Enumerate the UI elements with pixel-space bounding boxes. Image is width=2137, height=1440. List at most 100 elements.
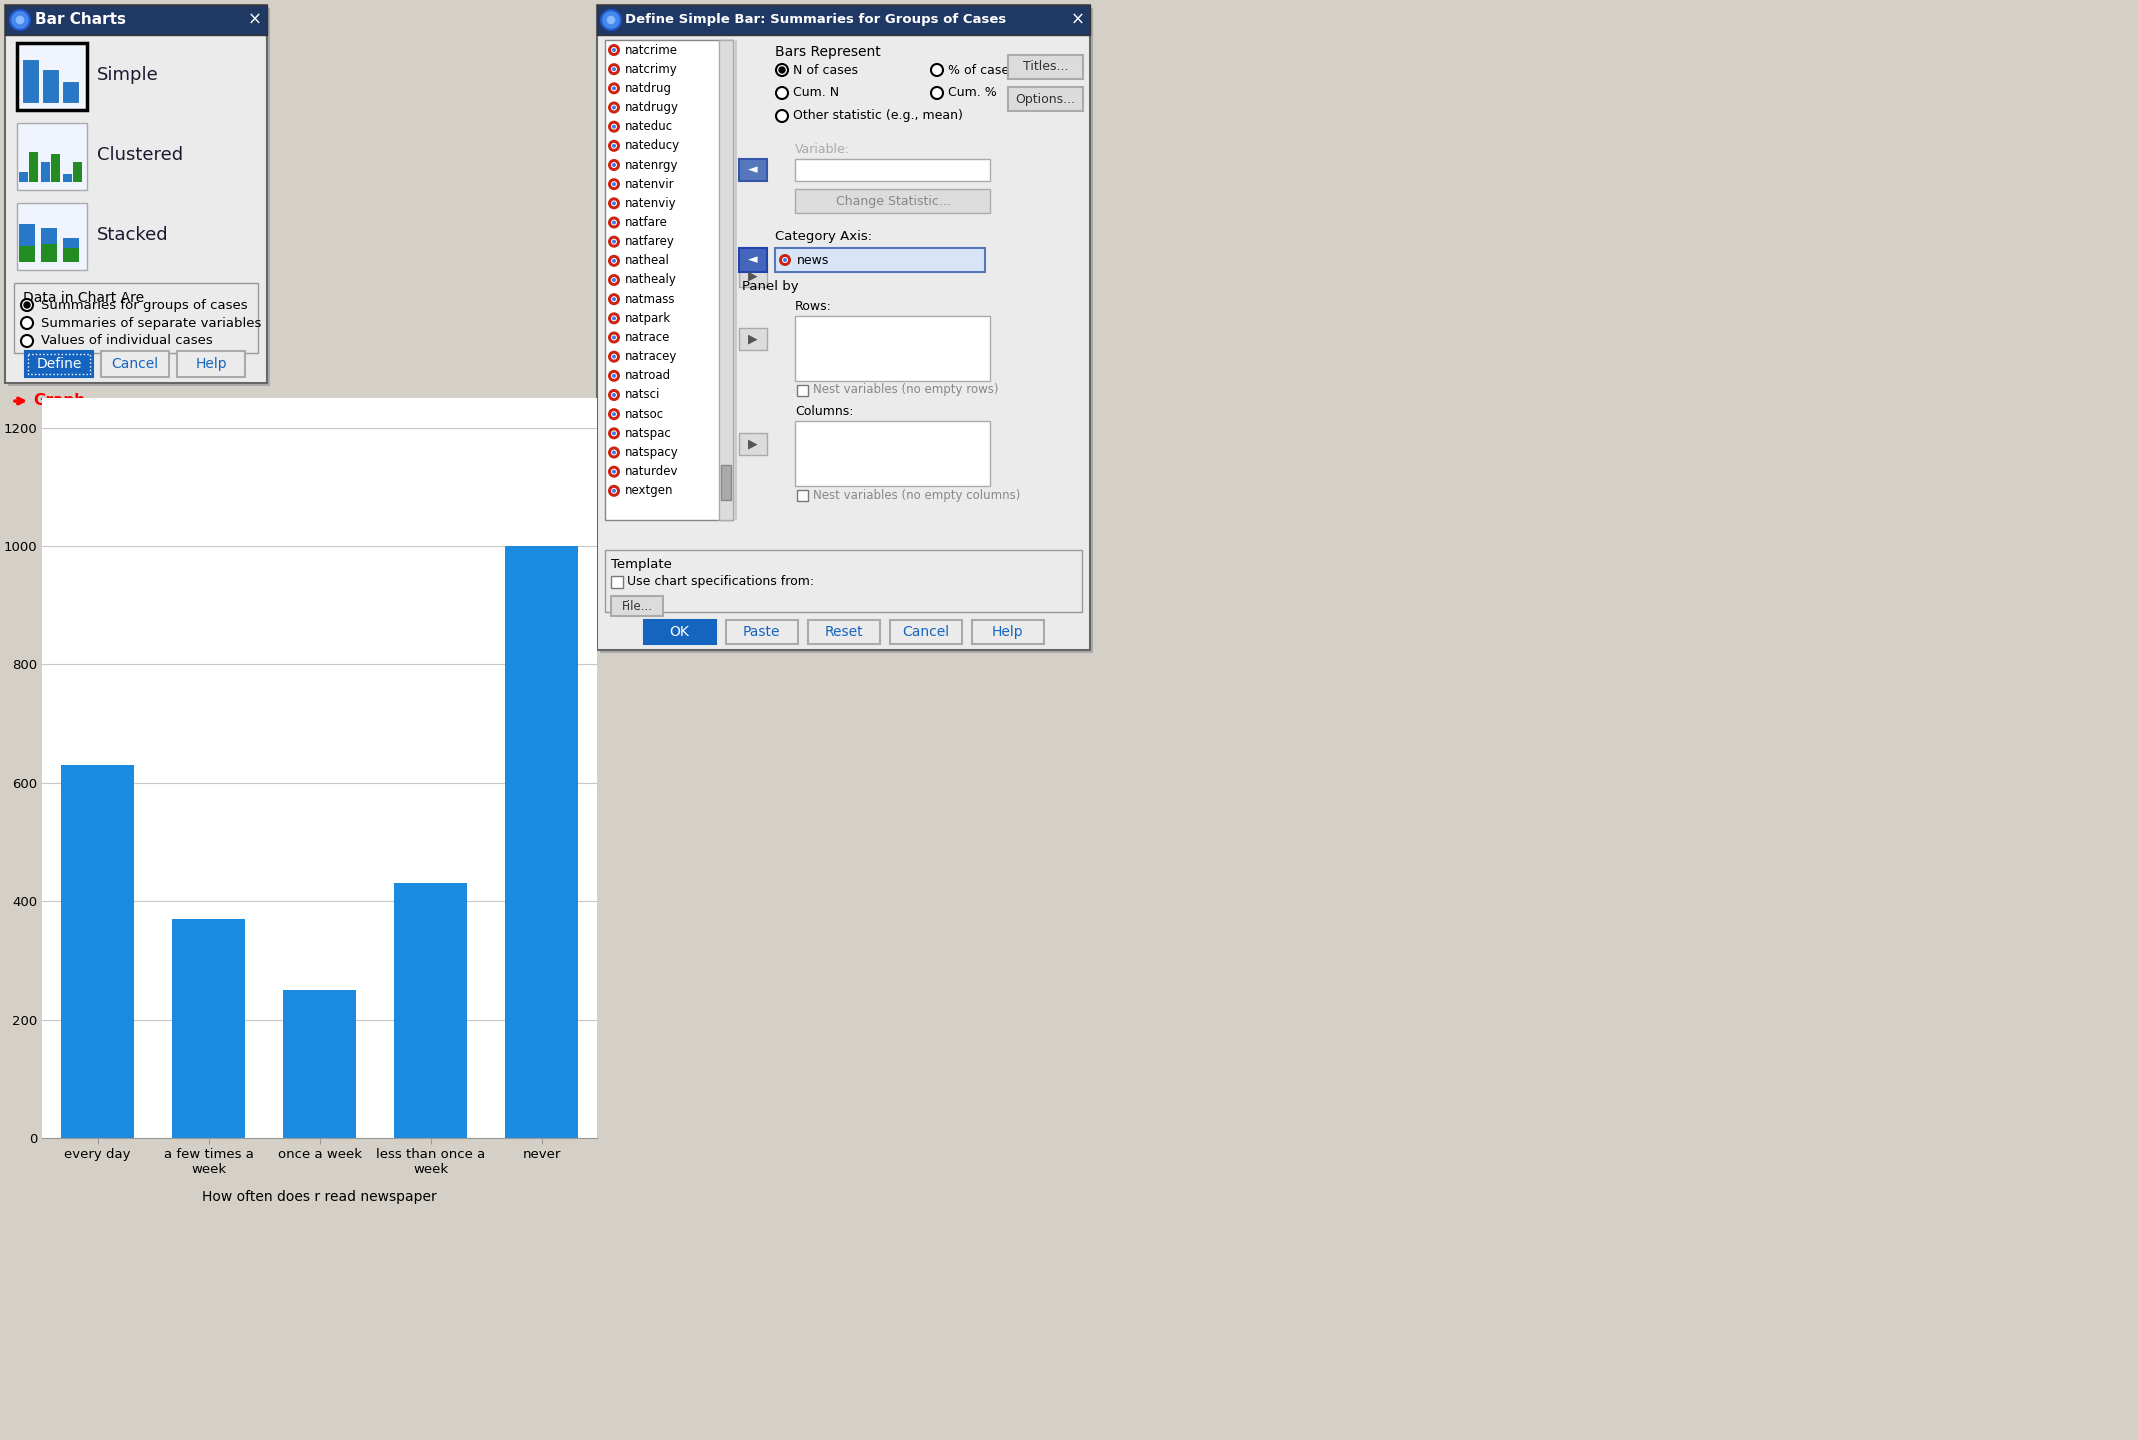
- Text: Options...: Options...: [1015, 92, 1075, 105]
- Text: natdrugy: natdrugy: [624, 101, 680, 114]
- Circle shape: [611, 449, 618, 455]
- Text: natspac: natspac: [624, 426, 671, 439]
- Circle shape: [611, 259, 615, 264]
- Circle shape: [600, 10, 622, 30]
- Text: ▶: ▶: [748, 438, 759, 451]
- Text: natenvir: natenvir: [624, 177, 675, 190]
- Bar: [739, 328, 767, 350]
- Bar: [73, 161, 81, 181]
- Bar: [41, 228, 58, 243]
- Bar: [797, 490, 808, 501]
- Text: ×: ×: [1071, 12, 1086, 29]
- Circle shape: [609, 312, 620, 324]
- Text: Define Simple Bar: Summaries for Groups of Cases: Define Simple Bar: Summaries for Groups …: [624, 13, 1007, 26]
- Circle shape: [609, 63, 620, 75]
- Text: natroad: natroad: [624, 369, 671, 383]
- Bar: [30, 153, 38, 181]
- Circle shape: [609, 274, 620, 287]
- Text: ▶: ▶: [748, 333, 759, 346]
- Circle shape: [609, 255, 620, 266]
- Bar: [62, 238, 79, 248]
- Text: Nest variables (no empty rows): Nest variables (no empty rows): [812, 383, 998, 396]
- Text: natracey: natracey: [624, 350, 677, 363]
- Text: Cancel: Cancel: [902, 625, 949, 639]
- Circle shape: [776, 63, 789, 76]
- Circle shape: [611, 297, 615, 301]
- Circle shape: [782, 258, 786, 262]
- Circle shape: [611, 354, 618, 360]
- Bar: [739, 433, 767, 455]
- Text: N of cases: N of cases: [793, 63, 857, 76]
- Text: Define: Define: [36, 357, 81, 372]
- Circle shape: [776, 86, 789, 99]
- Text: Cum. %: Cum. %: [949, 86, 996, 99]
- Text: Reset: Reset: [825, 625, 863, 639]
- Circle shape: [611, 276, 618, 284]
- Bar: [1009, 55, 1083, 79]
- Bar: [795, 189, 989, 213]
- X-axis label: How often does r read newspaper: How often does r read newspaper: [203, 1191, 436, 1204]
- Circle shape: [611, 315, 618, 321]
- Bar: [4, 4, 267, 383]
- Circle shape: [611, 258, 618, 264]
- Circle shape: [611, 373, 618, 379]
- Text: naturdev: naturdev: [624, 465, 680, 478]
- Circle shape: [782, 256, 789, 264]
- Text: news: news: [797, 253, 829, 266]
- Circle shape: [611, 181, 618, 187]
- Circle shape: [611, 334, 618, 340]
- Circle shape: [609, 140, 620, 151]
- Bar: [41, 243, 58, 262]
- Circle shape: [609, 428, 620, 439]
- Text: Columns:: Columns:: [795, 405, 853, 418]
- Text: Help: Help: [194, 357, 227, 372]
- Bar: [15, 284, 259, 353]
- Circle shape: [611, 317, 615, 320]
- Text: Summaries for groups of cases: Summaries for groups of cases: [41, 298, 248, 311]
- Circle shape: [611, 144, 615, 148]
- Bar: [795, 315, 989, 382]
- Circle shape: [611, 239, 618, 245]
- Text: natdrug: natdrug: [624, 82, 671, 95]
- Text: OK: OK: [669, 625, 690, 639]
- Circle shape: [611, 354, 615, 359]
- Circle shape: [611, 86, 615, 91]
- Text: natfare: natfare: [624, 216, 669, 229]
- Text: Cancel: Cancel: [111, 357, 158, 372]
- Circle shape: [611, 105, 615, 109]
- Bar: [9, 9, 269, 386]
- Bar: [605, 550, 1081, 612]
- Circle shape: [609, 408, 620, 420]
- Text: Clustered: Clustered: [96, 145, 184, 164]
- Text: Category Axis:: Category Axis:: [776, 230, 872, 243]
- Bar: [605, 40, 733, 520]
- Text: Template: Template: [611, 557, 671, 572]
- Bar: [100, 351, 169, 377]
- Bar: [1009, 86, 1083, 111]
- Circle shape: [611, 143, 618, 148]
- Circle shape: [611, 278, 615, 282]
- Circle shape: [611, 432, 615, 435]
- Circle shape: [611, 374, 615, 377]
- Circle shape: [611, 220, 615, 225]
- Bar: [972, 621, 1043, 644]
- Text: natfarey: natfarey: [624, 235, 675, 248]
- Bar: [720, 465, 731, 500]
- Circle shape: [611, 488, 615, 492]
- Circle shape: [21, 317, 32, 328]
- Bar: [17, 43, 88, 109]
- Circle shape: [24, 302, 30, 308]
- Circle shape: [611, 66, 618, 72]
- Circle shape: [609, 101, 620, 114]
- Circle shape: [11, 10, 30, 30]
- Circle shape: [611, 105, 618, 111]
- Text: Change Statistic...: Change Statistic...: [836, 194, 951, 207]
- Bar: [808, 621, 880, 644]
- Bar: [51, 154, 60, 181]
- Bar: [19, 246, 34, 262]
- Circle shape: [611, 488, 618, 494]
- Circle shape: [611, 239, 615, 243]
- Text: natpark: natpark: [624, 312, 671, 325]
- Bar: [611, 576, 624, 588]
- Circle shape: [611, 48, 618, 53]
